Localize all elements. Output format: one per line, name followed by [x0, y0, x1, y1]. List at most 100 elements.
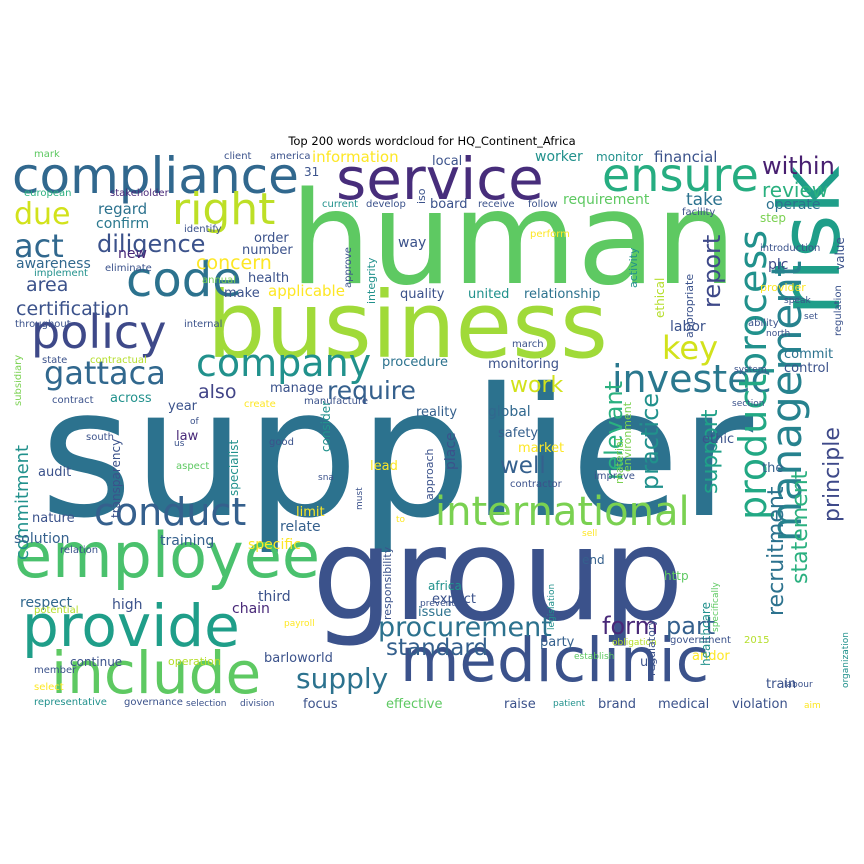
cloud-word: step: [760, 211, 786, 225]
cloud-word: sna: [318, 473, 334, 483]
cloud-word: well: [500, 453, 546, 479]
cloud-word: continue: [70, 655, 123, 669]
cloud-word: high: [112, 597, 143, 613]
cloud-word: supply: [296, 662, 389, 695]
cloud-word: statement: [788, 470, 813, 584]
cloud-word: part: [666, 612, 716, 640]
cloud-word: make: [224, 286, 260, 301]
cloud-word: current: [322, 199, 359, 210]
cloud-word: lead: [370, 459, 398, 474]
cloud-word: applicable: [268, 282, 345, 300]
cloud-word: nature: [32, 511, 75, 526]
cloud-word: gattaca: [44, 354, 166, 392]
cloud-word: new: [118, 246, 147, 262]
cloud-word: control: [784, 361, 830, 376]
cloud-word: across: [110, 391, 152, 406]
cloud-word: area: [26, 274, 69, 296]
cloud-word: approach: [423, 448, 436, 500]
cloud-word: subsidiary: [14, 354, 24, 406]
cloud-word: right: [172, 184, 276, 235]
cloud-word: http: [664, 569, 689, 583]
cloud-word: limit: [296, 505, 325, 520]
cloud-word: create: [244, 399, 276, 410]
cloud-word: annual: [202, 275, 237, 286]
cloud-word: speak: [784, 296, 811, 306]
cloud-word: monitoring: [488, 357, 559, 372]
cloud-word: march: [512, 339, 544, 350]
cloud-word: contractor: [510, 479, 562, 490]
cloud-word: north: [766, 329, 791, 339]
cloud-word: introduction: [760, 243, 821, 254]
cloud-word: barloworld: [264, 651, 333, 666]
cloud-word: way: [398, 235, 427, 251]
cloud-word: work: [510, 373, 564, 398]
cloud-word: global: [488, 404, 531, 420]
cloud-word: number: [242, 243, 293, 258]
cloud-word: selection: [186, 699, 227, 709]
cloud-word: develop: [366, 199, 406, 210]
cloud-word: support: [698, 409, 723, 494]
cloud-word: diligence: [97, 230, 206, 258]
cloud-word: form: [602, 612, 658, 640]
cloud-word: manufacture: [304, 396, 368, 407]
cloud-word: respect: [20, 595, 73, 611]
cloud-word: also: [198, 381, 237, 403]
cloud-word: take: [686, 190, 723, 210]
cloud-word: throughout: [15, 319, 71, 330]
cloud-word: train: [766, 677, 797, 692]
cloud-word: contract: [52, 395, 94, 406]
cloud-word: end: [582, 553, 605, 567]
cloud-word: governance: [124, 697, 183, 708]
cloud-word: mediclinic: [400, 625, 710, 696]
cloud-word: concern: [196, 252, 272, 274]
cloud-word: america: [270, 151, 311, 162]
cloud-word: investec: [612, 357, 772, 401]
cloud-word: specifically: [711, 582, 721, 632]
cloud-word: labour: [784, 680, 813, 690]
cloud-word: focus: [303, 697, 338, 712]
cloud-word: iso: [415, 188, 428, 204]
cloud-word: manage: [270, 381, 324, 396]
cloud-word: uk: [640, 655, 656, 670]
cloud-word: compliance: [14, 150, 299, 205]
cloud-word: employee: [14, 519, 321, 592]
cloud-word: solution: [14, 531, 70, 547]
cloud-word: include: [51, 639, 262, 707]
cloud-word: stakeholder: [110, 188, 169, 199]
cloud-word: specific: [248, 537, 301, 553]
cloud-word: conduct: [94, 490, 247, 534]
cloud-word: confirm: [96, 216, 150, 232]
cloud-word: worker: [535, 150, 583, 165]
cloud-word: quality: [400, 287, 445, 302]
cloud-word: international: [435, 489, 690, 535]
cloud-word: payroll: [284, 619, 315, 629]
cloud-word: information: [312, 150, 399, 166]
cloud-word: key: [662, 329, 719, 367]
cloud-word: transparency: [109, 438, 123, 518]
cloud-word: integrity: [365, 257, 378, 305]
cloud-word: review: [762, 178, 829, 202]
cloud-word: market: [518, 441, 565, 456]
cloud-word: plc: [768, 257, 789, 273]
cloud-word: operate: [766, 197, 821, 213]
cloud-word: internal: [184, 319, 223, 330]
cloud-word: system: [734, 365, 767, 375]
cloud-word: provide: [22, 592, 240, 660]
cloud-word: commit: [784, 347, 834, 362]
cloud-word: implement: [34, 268, 88, 279]
cloud-word: state: [42, 355, 68, 366]
cloud-word: responsibility: [381, 546, 394, 620]
cloud-word: us: [174, 439, 185, 449]
cloud-word: procedure: [382, 355, 448, 370]
cloud-word: specialist: [227, 439, 241, 496]
cloud-word: sell: [582, 529, 598, 539]
cloud-word: identify: [184, 224, 222, 235]
word-cloud: supplier group human business service co…: [14, 150, 850, 715]
cloud-word: appropriate: [683, 273, 696, 338]
cloud-word: division: [240, 699, 275, 709]
cloud-word: obligation: [612, 638, 657, 648]
cloud-word: must: [355, 487, 365, 510]
cloud-word: brand: [598, 697, 637, 712]
cloud-word: medical: [658, 697, 710, 712]
cloud-word: raise: [504, 697, 536, 712]
